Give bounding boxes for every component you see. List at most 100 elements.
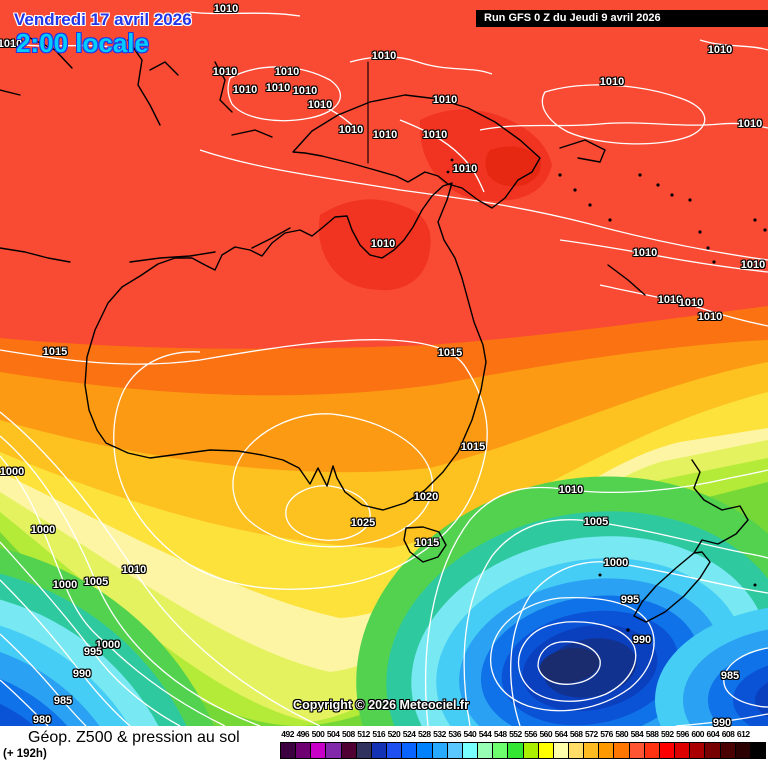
scale-tick-label: 572 <box>585 729 598 739</box>
scale-tick-label: 588 <box>645 729 659 739</box>
scale-tick-label: 524 <box>402 729 416 739</box>
scale-swatch <box>326 743 342 758</box>
scale-tick-label: 560 <box>539 729 553 739</box>
map-canvas: 1010 1010 1010 1010 1010 1010 1010 1010 1010 1010… <box>0 0 768 729</box>
pressure-label: 1015 <box>42 346 68 358</box>
scale-swatch <box>705 743 721 758</box>
scale-tick-label: 600 <box>691 729 704 739</box>
scale-tick-label: 576 <box>600 729 613 739</box>
scale-tick-label: 492 <box>281 729 294 739</box>
pressure-label: 1010 <box>370 238 396 250</box>
scale-swatch <box>523 743 539 758</box>
scale-tick-label: 592 <box>660 729 674 739</box>
scale-swatch <box>387 743 403 758</box>
scale-swatch <box>432 743 448 758</box>
scale-tick-label: 596 <box>676 729 689 739</box>
scale-tick-label: 516 <box>372 729 386 739</box>
scale-swatch <box>538 743 554 758</box>
pressure-label: 990 <box>632 634 652 646</box>
pressure-label: 990 <box>712 717 732 729</box>
coast-new-guinea <box>292 94 541 209</box>
scale-tick-label: 604 <box>706 729 720 739</box>
pressure-label: 1010 <box>292 85 318 97</box>
pressure-label: 1010 <box>213 3 239 15</box>
scale-tick-label: 556 <box>524 729 537 739</box>
scale-swatch <box>599 743 615 758</box>
scale-tick-label: 568 <box>569 729 583 739</box>
forecast-hour: (+ 192h) <box>3 748 47 760</box>
pressure-label: 1010 <box>737 118 763 130</box>
valid-date-text: Vendredi 17 avril 2026 <box>14 10 192 29</box>
valid-time-text: 2:00 locale <box>16 28 149 58</box>
coast-new-caledonia <box>607 264 646 296</box>
southwest-trough <box>0 548 215 726</box>
pressure-label: 1000 <box>30 524 56 536</box>
scale-tick-label: 608 <box>721 729 735 739</box>
map-graphic <box>0 0 768 726</box>
scale-swatch <box>356 743 372 758</box>
pressure-label: 1010 <box>678 297 704 309</box>
pressure-label: 1010 <box>0 38 23 50</box>
pressure-label: 1010 <box>558 484 584 496</box>
pressure-label: 1010 <box>740 259 766 271</box>
pressure-label: 1010 <box>697 311 723 323</box>
pressure-label: 1015 <box>460 441 486 453</box>
pressure-label: 995 <box>83 646 103 658</box>
scale-tick-label: 548 <box>493 729 507 739</box>
scale-swatch <box>462 743 479 758</box>
scale-swatch <box>493 743 509 758</box>
secondary-low <box>655 607 768 726</box>
coastline-layer <box>0 37 767 632</box>
pressure-label: 1000 <box>0 466 25 478</box>
scale-tick-label: 584 <box>630 729 644 739</box>
pressure-label: 1000 <box>95 639 121 651</box>
scale-swatch <box>584 743 600 758</box>
pressure-label: 1010 <box>599 76 625 88</box>
scale-swatch <box>341 743 357 758</box>
coast-nz-north <box>691 459 749 554</box>
scale-swatch <box>311 743 327 758</box>
scale-swatch <box>478 743 494 758</box>
scale-tick-label: 500 <box>311 729 325 739</box>
scale-swatch <box>644 743 660 758</box>
pressure-label: 1010 <box>121 564 147 576</box>
scale-swatch <box>553 743 569 758</box>
scale-tick-label: 504 <box>326 729 340 739</box>
pressure-label: 1010 <box>372 129 398 141</box>
scale-tick-label: 540 <box>463 729 477 739</box>
pressure-label: 1010 <box>232 84 258 96</box>
scale-tick-label: 532 <box>433 729 446 739</box>
pressure-label: 1020 <box>413 491 439 503</box>
coast-australia <box>84 182 487 511</box>
chart-title: Géop. Z500 & pression au sol <box>28 729 240 746</box>
pressure-label: 1010 <box>422 129 448 141</box>
scale-swatch <box>735 743 751 758</box>
scale-swatch <box>659 743 676 758</box>
pressure-label: 1015 <box>437 347 463 359</box>
small-islands <box>446 158 767 632</box>
pressure-label: 1010 <box>307 99 333 111</box>
color-scale-labels: 492 496 500 504 508 512 516 520 524 528 532 536 540 5… <box>280 729 767 740</box>
scale-swatch <box>296 743 312 758</box>
scale-tick-label: 612 <box>736 729 750 739</box>
pressure-label: 1000 <box>603 557 629 569</box>
legend-footer: Géop. Z500 & pression au sol (+ 192h) 49… <box>0 726 768 768</box>
pressure-label: 1025 <box>350 517 376 529</box>
pressure-label: 1010 <box>212 66 238 78</box>
pressure-label: 1010 <box>452 163 478 175</box>
pressure-label: 980 <box>32 714 52 726</box>
pressure-label: 1010 <box>707 44 733 56</box>
pressure-label: 1010 <box>274 66 300 78</box>
pressure-label: 1000 <box>52 579 78 591</box>
coast-tasmania <box>403 526 447 563</box>
scale-swatch <box>281 743 297 758</box>
pressure-label: 1005 <box>583 516 609 528</box>
scale-tick-label: 528 <box>417 729 431 739</box>
scale-swatch <box>690 743 706 758</box>
scale-swatch <box>675 743 691 758</box>
pressure-label: 1010 <box>632 247 658 259</box>
scale-tick-label: 520 <box>387 729 401 739</box>
pressure-label: 1010 <box>657 294 683 306</box>
scale-tick-label: 536 <box>448 729 461 739</box>
scale-tick-label: 564 <box>554 729 568 739</box>
